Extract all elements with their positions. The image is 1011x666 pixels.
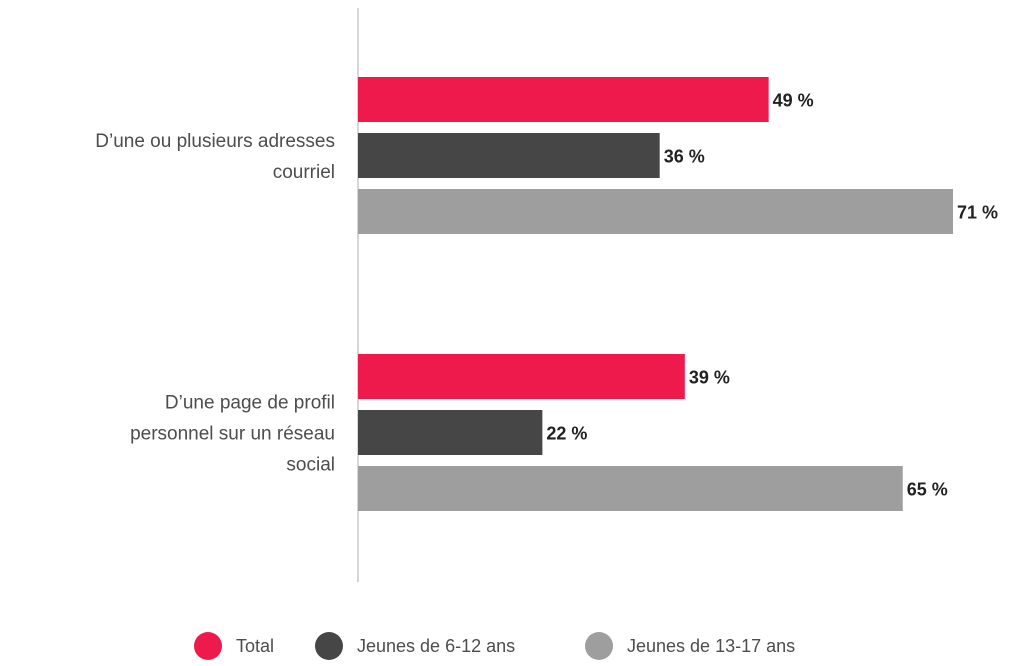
legend-label: Total bbox=[236, 636, 274, 656]
value-label: 39 % bbox=[689, 368, 730, 388]
value-label: 36 % bbox=[664, 147, 705, 167]
bar-0-0 bbox=[358, 77, 769, 122]
legend: Total Jeunes de 6-12 ans Jeunes de 13-17 a… bbox=[194, 632, 795, 660]
category-label-line: D’une ou plusieurs adresses bbox=[95, 131, 335, 152]
value-label: 71 % bbox=[957, 203, 998, 223]
legend-swatch bbox=[585, 632, 613, 660]
category-label-line: personnel sur un réseau bbox=[130, 424, 335, 445]
value-label: 65 % bbox=[907, 480, 948, 500]
legend-swatch bbox=[194, 632, 222, 660]
value-label: 22 % bbox=[546, 424, 587, 444]
category-label-line: D’une page de profil bbox=[165, 393, 335, 414]
category-label-line: courriel bbox=[273, 162, 335, 183]
bar-0-2 bbox=[358, 189, 953, 234]
category-label-line: social bbox=[286, 455, 335, 476]
bars bbox=[358, 77, 953, 511]
bar-1-1 bbox=[358, 410, 543, 455]
bar-0-1 bbox=[358, 133, 660, 178]
category-label: D’une ou plusieurs adresses courriel bbox=[95, 131, 335, 183]
value-labels: 49 % 36 % 71 % 39 % 22 % 65 % bbox=[546, 91, 998, 500]
bar-1-2 bbox=[358, 466, 903, 511]
category-label: D’une page de profil personnel sur un rés… bbox=[130, 393, 335, 476]
legend-label: Jeunes de 13-17 ans bbox=[627, 636, 795, 656]
legend-swatch bbox=[315, 632, 343, 660]
value-label: 49 % bbox=[773, 91, 814, 111]
legend-label: Jeunes de 6-12 ans bbox=[357, 636, 515, 656]
category-labels: D’une ou plusieurs adresses courrielD’une… bbox=[95, 131, 335, 476]
bar-1-0 bbox=[358, 354, 685, 399]
